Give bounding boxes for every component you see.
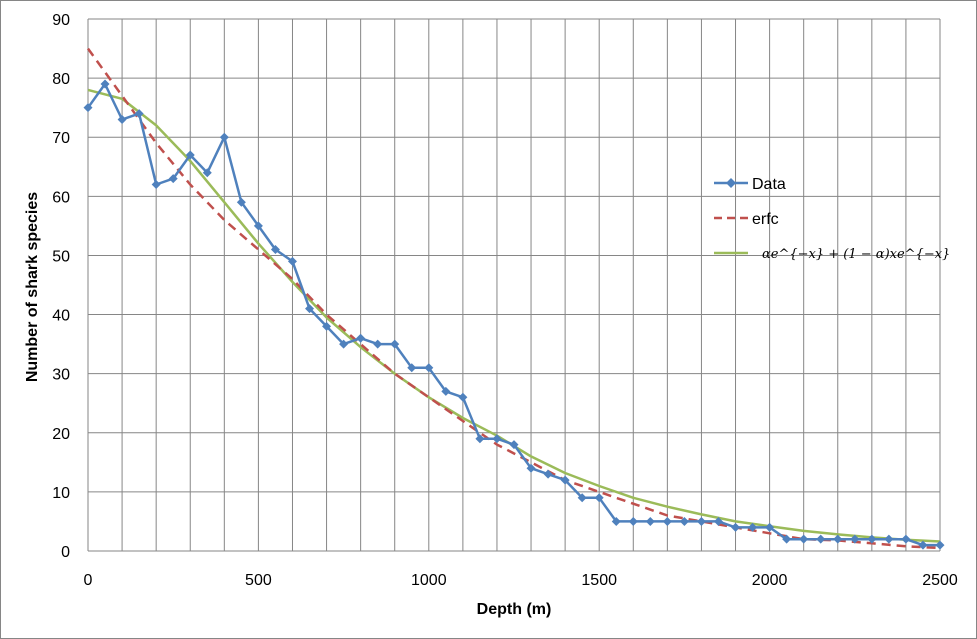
data-point-marker — [901, 534, 911, 544]
data-point-marker — [833, 534, 843, 544]
data-point-marker — [151, 180, 161, 190]
data-point-marker — [83, 103, 93, 113]
data-point-marker — [424, 363, 434, 373]
data-point-marker — [935, 540, 945, 550]
data-point-marker — [270, 245, 280, 255]
x-axis-title: Depth (m) — [477, 601, 552, 618]
data-point-marker — [492, 434, 502, 444]
data-point-marker — [662, 516, 672, 526]
data-point-marker — [356, 333, 366, 343]
data-point-marker — [850, 534, 860, 544]
legend-marker-data — [726, 178, 736, 188]
data-point-marker — [185, 150, 195, 160]
data-point-marker — [884, 534, 894, 544]
data-point-marker — [594, 493, 604, 503]
y-tick-label: 0 — [61, 544, 70, 561]
legend-label-erfc: erfc — [752, 211, 779, 228]
data-point-marker — [458, 392, 468, 402]
x-tick-label: 0 — [84, 572, 93, 589]
data-point-marker — [253, 221, 263, 231]
data-point-marker — [679, 516, 689, 526]
x-tick-label: 2500 — [922, 572, 958, 589]
gridlines — [87, 18, 941, 552]
series-line-erfc — [86, 47, 941, 550]
data-point-marker — [918, 540, 928, 550]
data-point-marker — [645, 516, 655, 526]
data-point-marker — [611, 516, 621, 526]
y-tick-label: 20 — [52, 426, 70, 443]
data-point-marker — [322, 321, 332, 331]
y-axis-title: Number of shark species — [24, 192, 41, 382]
data-point-marker — [100, 79, 110, 89]
data-point-marker — [628, 516, 638, 526]
data-point-marker — [339, 339, 349, 349]
y-tick-label: 50 — [52, 248, 70, 265]
data-point-marker — [305, 304, 315, 314]
data-point-marker — [202, 168, 212, 178]
data-point-marker — [373, 339, 383, 349]
data-point-marker — [441, 386, 451, 396]
x-tick-label: 1500 — [581, 572, 617, 589]
legend-item-data: Data — [714, 176, 786, 193]
data-point-marker — [509, 440, 519, 450]
data-point-marker — [219, 132, 229, 142]
data-point-marker — [390, 339, 400, 349]
data-point-marker — [560, 475, 570, 485]
y-tick-label: 10 — [52, 485, 70, 502]
data-point-marker — [117, 114, 127, 124]
data-point-marker — [236, 197, 246, 207]
data-point-marker — [782, 534, 792, 544]
y-tick-label: 80 — [52, 71, 70, 88]
data-point-marker — [765, 522, 775, 532]
data-point-marker — [287, 256, 297, 266]
data-point-marker — [731, 522, 741, 532]
y-tick-label: 40 — [52, 308, 70, 325]
data-point-marker — [577, 493, 587, 503]
y-tick-label: 70 — [52, 130, 70, 147]
legend-item-model: αe^{−x} + (1 − α)xe^{−x} — [714, 247, 950, 262]
x-tick-label: 500 — [245, 572, 272, 589]
tick-labels: 0 500 1000 1500 2000 2500 0 10 20 30 40 50 60 70 80 90 — [52, 12, 958, 589]
data-point-marker — [543, 469, 553, 479]
data-point-marker — [867, 534, 877, 544]
x-tick-label: 2000 — [752, 572, 788, 589]
data-point-marker — [475, 434, 485, 444]
data-point-marker — [748, 522, 758, 532]
data-point-marker — [526, 463, 536, 473]
x-tick-label: 1000 — [411, 572, 447, 589]
legend-item-erfc: erfc — [714, 211, 779, 228]
y-tick-label: 90 — [52, 12, 70, 29]
data-point-marker — [168, 174, 178, 184]
data-point-marker — [816, 534, 826, 544]
data-point-marker — [713, 516, 723, 526]
legend-label-model: αe^{−x} + (1 − α)xe^{−x} — [762, 247, 950, 262]
data-point-marker — [696, 516, 706, 526]
data-point-marker — [407, 363, 417, 373]
series-layer — [83, 47, 945, 550]
y-tick-label: 60 — [52, 189, 70, 206]
data-point-marker — [799, 534, 809, 544]
legend-label-data: Data — [752, 176, 786, 193]
legend: Data erfc αe^{−x} + (1 − α)xe^{−x} — [714, 176, 950, 262]
data-point-marker — [134, 109, 144, 119]
y-tick-label: 30 — [52, 367, 70, 384]
